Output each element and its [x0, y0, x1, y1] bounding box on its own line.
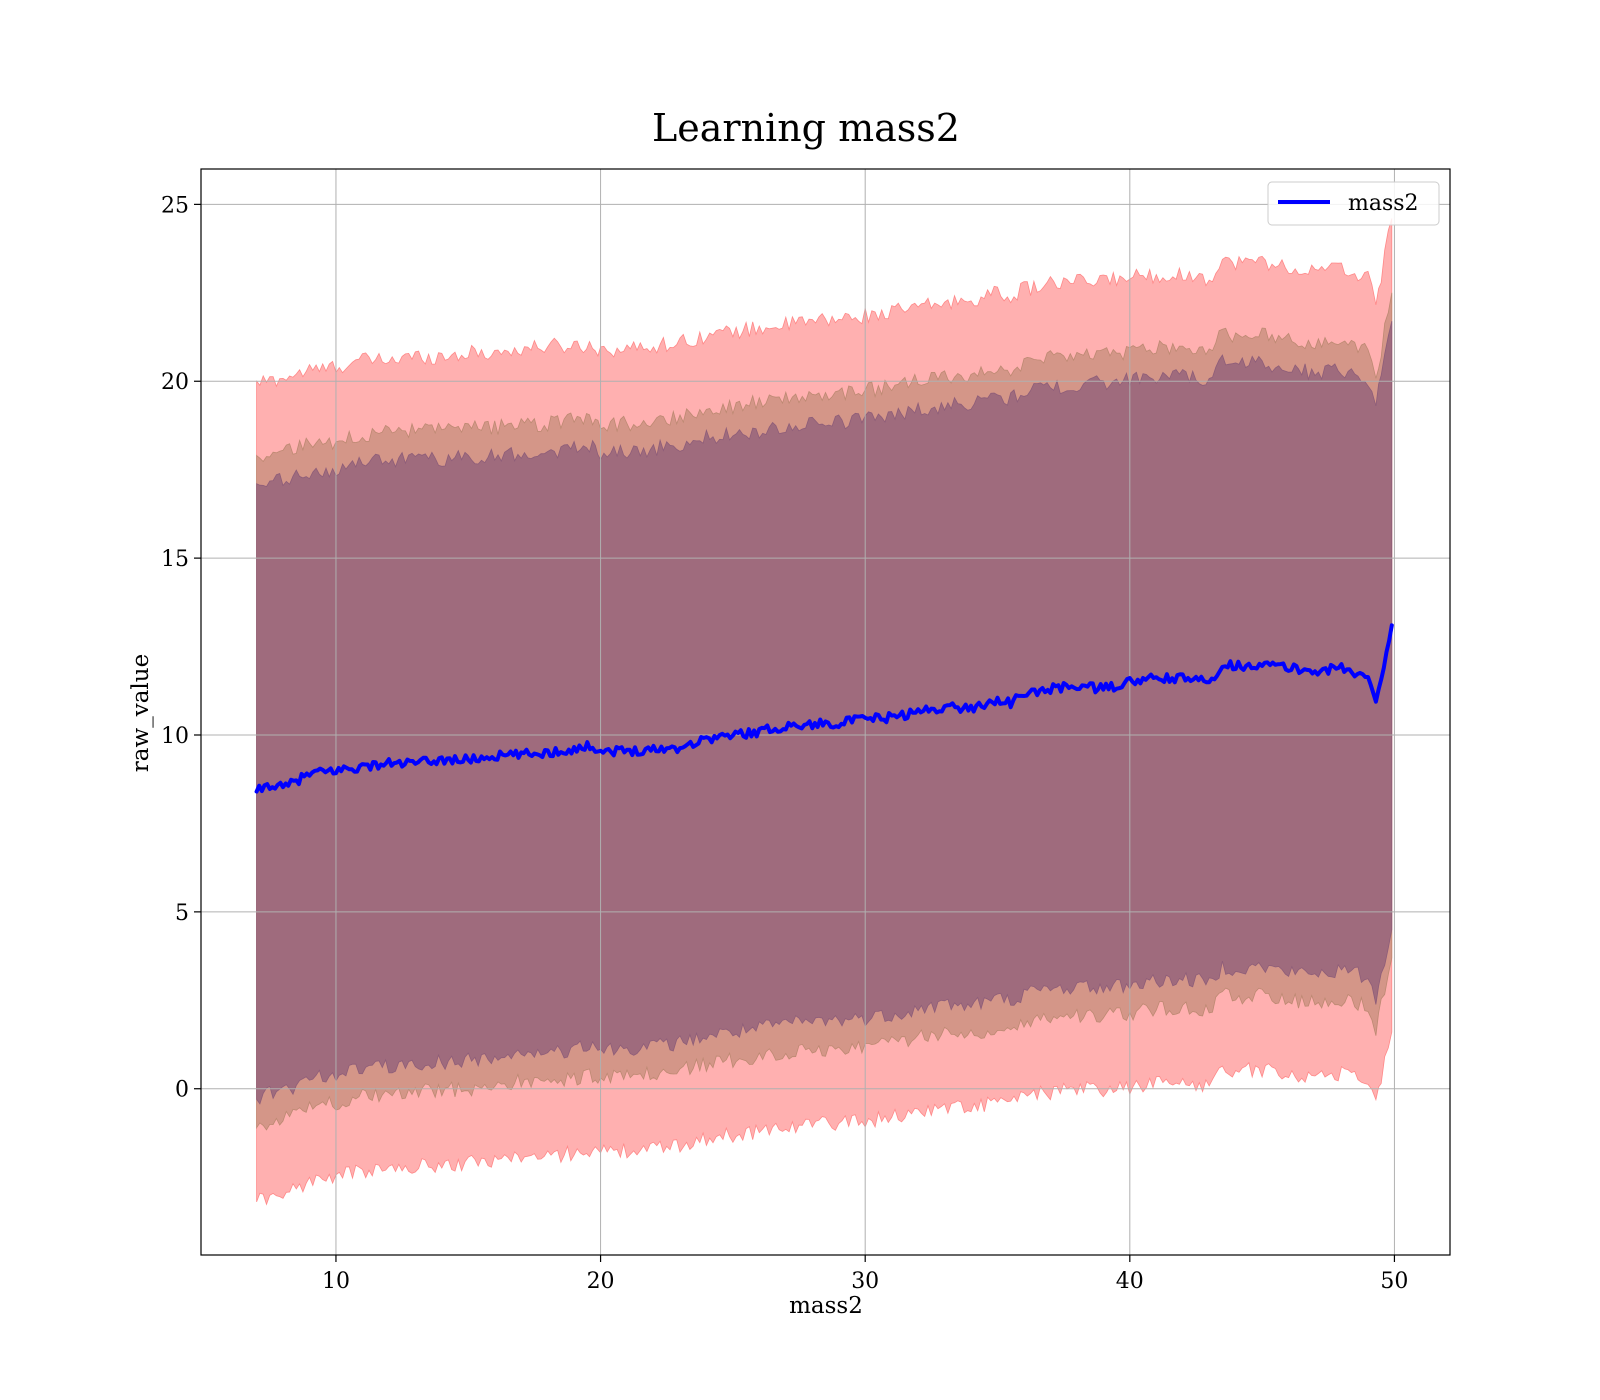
x-tick-label: 20	[587, 1269, 615, 1294]
y-tick-label: 15	[161, 547, 189, 572]
y-tick-label: 25	[161, 193, 189, 218]
legend-box	[1267, 181, 1440, 226]
bands-layer	[256, 218, 1393, 1206]
grid-layer	[201, 169, 1450, 1255]
y-axis-ticks: 0 5 10 15 20 25	[161, 193, 201, 1103]
y-axis-label: raw_value	[128, 654, 154, 772]
y-tick-label: 0	[175, 1078, 189, 1103]
x-tick-label: 40	[1116, 1269, 1144, 1294]
x-tick-label: 50	[1380, 1269, 1408, 1294]
x-tick-label: 10	[322, 1269, 350, 1294]
axes-frame	[200, 168, 1451, 1256]
confidence-band-3	[256, 321, 1393, 1105]
chart-title: Learning mass2	[652, 106, 960, 150]
x-tick-label: 30	[851, 1269, 879, 1294]
x-axis-label: mass2	[789, 1293, 863, 1319]
legend-label-mass2: mass2	[1348, 191, 1419, 216]
y-tick-label: 20	[161, 370, 189, 395]
legend: mass2	[1267, 181, 1440, 226]
plot-area	[200, 168, 1451, 1256]
line-layer	[254, 623, 1394, 794]
y-tick-label: 5	[175, 901, 189, 926]
x-axis-ticks: 10 20 30 40 50	[322, 1255, 1408, 1294]
series-line-mass2	[254, 623, 1394, 794]
y-tick-label: 10	[161, 724, 189, 749]
